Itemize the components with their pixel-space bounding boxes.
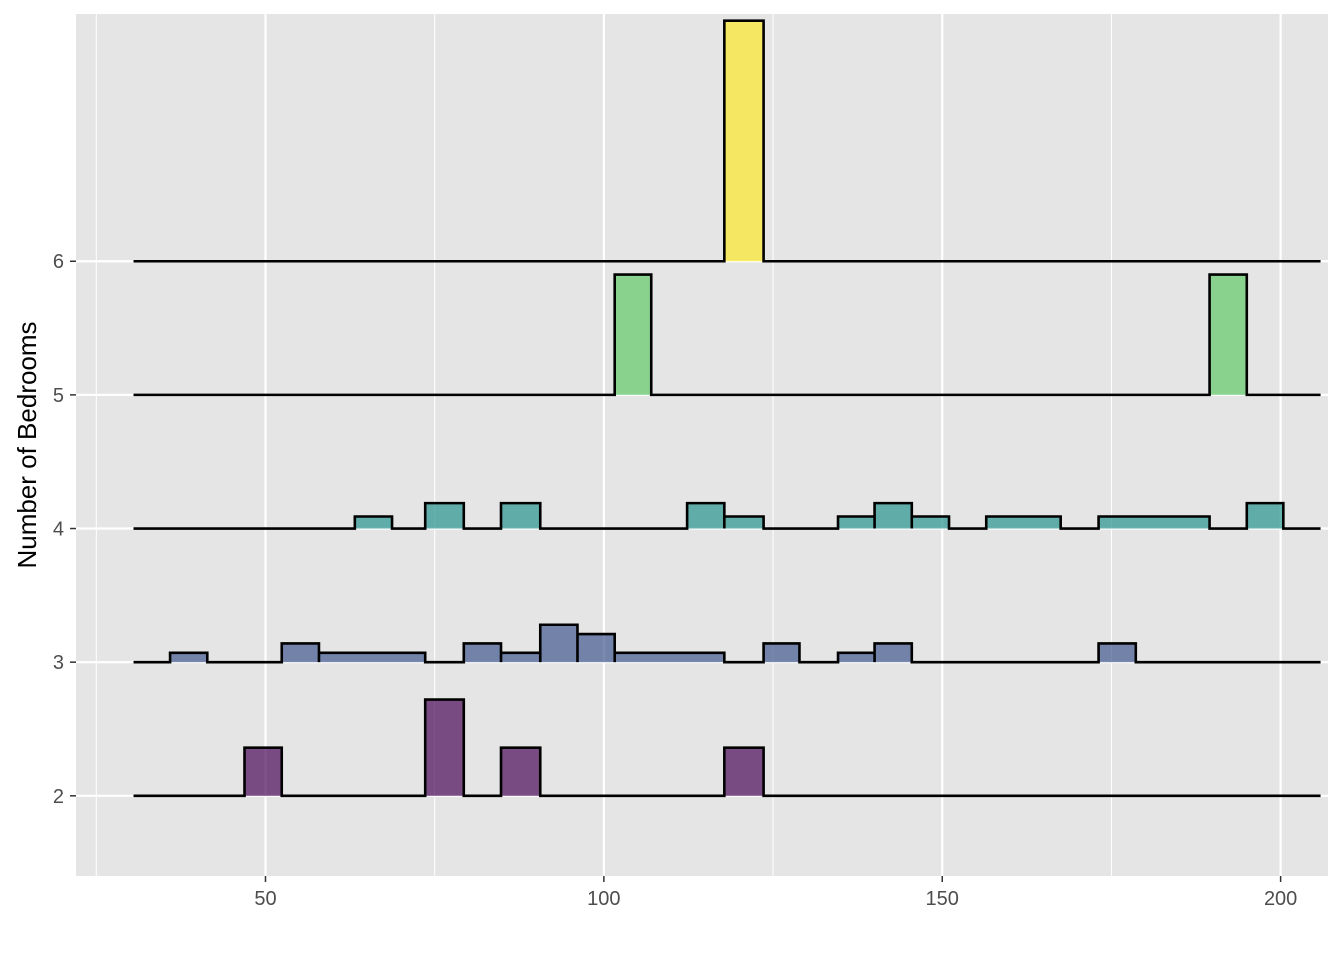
x-axis: 50 100 150 200 <box>254 876 1297 910</box>
x-tick-label: 150 <box>926 888 959 910</box>
histogram-bin <box>244 747 282 796</box>
histogram-bin <box>724 516 764 529</box>
histogram-bin <box>724 20 764 262</box>
histogram-bin <box>170 652 208 663</box>
histogram-bin <box>425 503 464 529</box>
y-axis-title: Number of Bedrooms <box>12 321 42 568</box>
histogram-bin <box>501 747 541 796</box>
histogram-bin <box>501 652 541 663</box>
histogram-bin <box>614 652 725 663</box>
ridge-outline <box>133 501 1321 530</box>
x-tick-label: 200 <box>1264 888 1297 910</box>
ridge-2 <box>133 698 1321 798</box>
x-tick-label: 50 <box>254 888 276 910</box>
histogram-bin <box>501 503 541 529</box>
histogram-bin <box>318 652 426 663</box>
ridge-4 <box>133 501 1321 530</box>
histogram-bin <box>986 516 1061 529</box>
histogram-bin <box>1098 643 1136 663</box>
ridge-outline <box>133 623 1321 664</box>
ridges <box>133 19 1321 798</box>
panel-background <box>76 14 1328 876</box>
histogram-bin <box>911 516 950 529</box>
ridge-5 <box>133 273 1321 397</box>
histogram-bin <box>687 503 725 529</box>
histogram-bin <box>425 699 464 796</box>
y-axis: 2 3 4 5 6 <box>53 251 76 808</box>
histogram-bin <box>838 516 875 529</box>
ridge-outline <box>133 19 1321 263</box>
histogram-bin <box>354 516 393 529</box>
x-tick-label: 100 <box>587 888 620 910</box>
ridge-6 <box>133 19 1321 263</box>
histogram-bin <box>874 503 912 529</box>
y-tick-label: 3 <box>53 652 64 674</box>
ridge-3 <box>133 623 1321 664</box>
y-tick-label: 4 <box>53 519 64 541</box>
histogram-bin <box>1209 274 1247 395</box>
histogram-bin <box>838 652 875 663</box>
histogram-bin <box>724 747 764 796</box>
histogram-bin <box>874 643 912 663</box>
histogram-bin <box>463 643 502 663</box>
histogram-bin <box>281 643 319 663</box>
histogram-bin <box>763 643 800 663</box>
ridge-outline <box>133 698 1321 798</box>
histogram-bin <box>1246 503 1284 529</box>
y-tick-label: 5 <box>53 385 64 407</box>
ridge-outline <box>133 273 1321 397</box>
histogram-bin <box>540 624 578 663</box>
y-tick-label: 2 <box>53 786 64 808</box>
histogram-bin <box>577 634 615 663</box>
y-tick-label: 6 <box>53 251 64 273</box>
histogram-bin <box>614 274 652 395</box>
histogram-bin <box>1098 516 1210 529</box>
